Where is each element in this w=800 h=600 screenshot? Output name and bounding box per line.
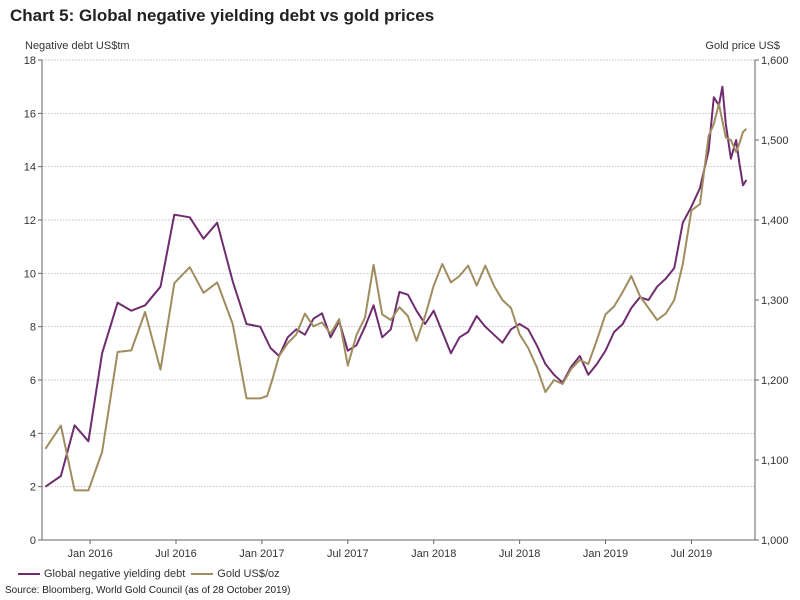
legend-swatch-gold [191,573,214,575]
right-axis-tick-label: 1,000 [761,535,789,547]
left-axis-tick-label: 0 [30,535,36,547]
left-axis-tick-label: 8 [30,322,36,334]
left-axis-tick-label: 4 [30,428,36,440]
right-axis-tick-label: 1,300 [761,295,789,307]
chart-title: Chart 5: Global negative yielding debt v… [10,6,435,25]
right-axis-tick-label: 1,400 [761,215,789,227]
legend-swatch-debt [18,573,40,575]
right-axis-tick-label: 1,100 [761,455,789,467]
legend: Global negative yielding debt Gold US$/o… [18,568,280,580]
x-axis-tick-label: Jan 2016 [67,548,112,560]
right-axis-title: Gold price US$ [705,40,780,52]
x-axis-tick-label: Jan 2018 [411,548,456,560]
series-line-negative-debt [44,85,748,488]
x-axis-tick-label: Jul 2018 [499,548,541,560]
legend-item-gold: Gold US$/oz [191,568,280,580]
left-axis-tick-label: 14 [24,162,36,174]
source-note: Source: Bloomberg, World Gold Council (a… [5,585,291,596]
legend-label-debt: Global negative yielding debt [44,568,186,580]
x-axis-tick-label: Jul 2019 [671,548,713,560]
left-axis-tick-label: 12 [24,215,36,227]
right-axis-tick-label: 1,200 [761,375,789,387]
legend-label-gold: Gold US$/oz [217,568,280,580]
left-axis-tick-label: 2 [30,482,36,494]
x-axis-tick-label: Jan 2019 [583,548,628,560]
x-axis-tick-label: Jul 2016 [155,548,197,560]
x-axis-tick-label: Jan 2017 [239,548,284,560]
right-axis-tick-label: 1,600 [761,55,789,67]
legend-item-debt: Global negative yielding debt [18,568,185,580]
x-axis-tick-label: Jul 2017 [327,548,369,560]
left-axis-tick-label: 16 [24,108,36,120]
series-line-gold [44,103,748,492]
left-axis-tick-label: 18 [24,55,36,67]
left-axis-tick-label: 10 [24,268,36,280]
left-axis-title: Negative debt US$tm [25,40,130,52]
right-axis-tick-label: 1,500 [761,135,789,147]
left-axis-tick-label: 6 [30,375,36,387]
